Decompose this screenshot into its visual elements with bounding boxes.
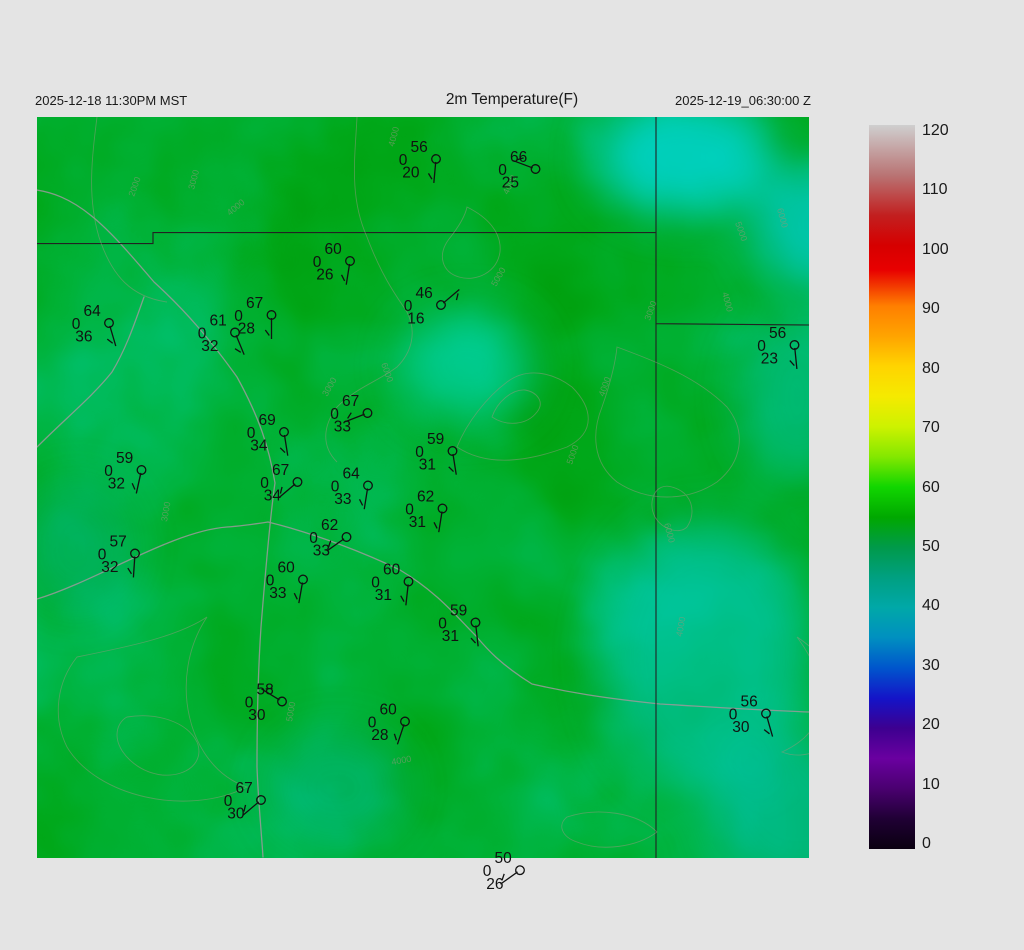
svg-text:60: 60 xyxy=(324,241,342,258)
svg-text:31: 31 xyxy=(419,457,436,474)
svg-text:30: 30 xyxy=(248,707,266,724)
svg-text:59: 59 xyxy=(427,431,444,448)
svg-text:26: 26 xyxy=(316,267,333,284)
svg-text:64: 64 xyxy=(83,303,101,320)
svg-text:59: 59 xyxy=(450,603,467,620)
svg-text:33: 33 xyxy=(269,585,286,602)
svg-text:33: 33 xyxy=(334,419,351,436)
svg-text:67: 67 xyxy=(246,295,263,312)
svg-text:16: 16 xyxy=(407,311,424,328)
svg-text:25: 25 xyxy=(502,175,519,192)
svg-text:26: 26 xyxy=(486,876,503,893)
svg-text:61: 61 xyxy=(209,313,226,330)
svg-text:66: 66 xyxy=(510,149,527,166)
svg-text:62: 62 xyxy=(321,517,338,534)
svg-text:32: 32 xyxy=(101,559,118,576)
svg-text:60: 60 xyxy=(379,702,397,719)
svg-text:31: 31 xyxy=(442,628,459,645)
svg-text:67: 67 xyxy=(272,462,289,479)
svg-text:28: 28 xyxy=(238,321,255,338)
svg-text:60: 60 xyxy=(277,560,295,577)
svg-text:69: 69 xyxy=(258,412,275,429)
svg-text:30: 30 xyxy=(227,806,245,823)
svg-text:56: 56 xyxy=(740,694,757,711)
svg-text:28: 28 xyxy=(371,727,388,744)
svg-text:33: 33 xyxy=(334,491,351,508)
svg-text:59: 59 xyxy=(116,450,133,467)
svg-text:46: 46 xyxy=(415,285,432,302)
svg-text:32: 32 xyxy=(108,476,125,493)
svg-text:32: 32 xyxy=(201,338,218,355)
svg-text:30: 30 xyxy=(732,719,750,736)
svg-text:56: 56 xyxy=(410,139,427,156)
svg-text:64: 64 xyxy=(342,466,360,483)
svg-text:57: 57 xyxy=(109,534,126,551)
svg-text:31: 31 xyxy=(375,587,392,604)
svg-text:56: 56 xyxy=(769,325,786,342)
svg-text:62: 62 xyxy=(417,489,434,506)
svg-text:50: 50 xyxy=(494,850,512,867)
svg-text:60: 60 xyxy=(383,562,401,579)
svg-text:34: 34 xyxy=(264,488,282,505)
svg-text:23: 23 xyxy=(761,351,778,368)
svg-text:67: 67 xyxy=(342,393,359,410)
svg-text:34: 34 xyxy=(250,438,268,455)
svg-text:33: 33 xyxy=(313,543,330,560)
svg-text:31: 31 xyxy=(409,514,426,531)
svg-text:20: 20 xyxy=(402,165,420,182)
svg-text:67: 67 xyxy=(235,780,252,797)
svg-text:58: 58 xyxy=(256,682,273,699)
svg-text:36: 36 xyxy=(75,329,92,346)
